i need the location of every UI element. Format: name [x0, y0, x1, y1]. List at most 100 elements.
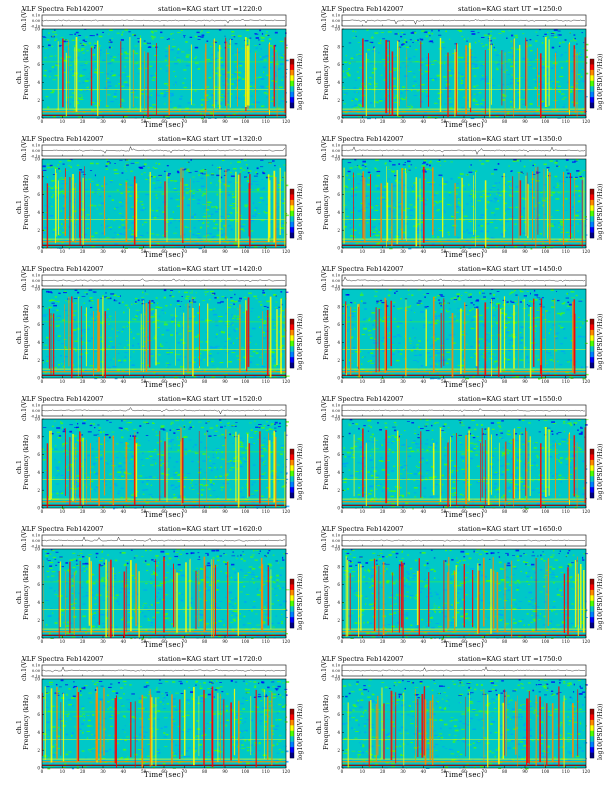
- title-prefix: VLF Spectra Feb142007: [322, 655, 404, 663]
- colorbar-label: log10(PSD(V²/Hz)): [297, 573, 304, 630]
- y-tick-label: 0: [37, 506, 40, 511]
- title-prefix: VLF Spectra Feb142007: [22, 5, 104, 13]
- top-y-tick-label: 0.00: [32, 279, 41, 283]
- channel-y-label: ch.1: [15, 69, 23, 84]
- x-axis-label: Time (sec): [443, 251, 485, 259]
- x-tick-label: 30: [100, 639, 106, 644]
- x-tick-label: 120: [582, 119, 590, 124]
- x-tick-label: 70: [482, 509, 488, 514]
- x-tick-label: 80: [202, 379, 208, 384]
- y-tick-label: 2: [37, 98, 40, 103]
- title-station: station=KAG start UT =1650:0: [458, 525, 562, 533]
- x-tick-label: 80: [202, 769, 208, 774]
- x-tick-label: 40: [421, 769, 427, 774]
- frequency-y-label: Frequency (kHz): [322, 694, 330, 750]
- waveform-y-label: ch.1(V): [321, 659, 328, 681]
- frequency-y-label: Frequency (kHz): [322, 304, 330, 360]
- top-y-tick-label: 0.00: [32, 669, 41, 673]
- y-tick-label: 2: [337, 618, 340, 623]
- x-tick-label: 0: [41, 769, 44, 774]
- y-tick-label: 0: [337, 506, 340, 511]
- y-tick-label: 4: [337, 730, 340, 735]
- y-tick-label: 0: [37, 636, 40, 641]
- x-tick-label: 0: [41, 639, 44, 644]
- top-y-tick-label: -0.10: [31, 415, 41, 419]
- x-tick-label: 50: [141, 769, 147, 774]
- x-tick-label: 100: [241, 509, 249, 514]
- x-tick-label: 90: [522, 639, 528, 644]
- spectrogram-texture: [42, 29, 289, 120]
- x-tick-label: 100: [541, 639, 549, 644]
- x-tick-label: 20: [380, 639, 386, 644]
- top-y-tick-label: -0.10: [31, 155, 41, 159]
- spectrogram-background: [342, 159, 586, 248]
- colorbar-label: log10(PSD(V²/Hz)): [597, 183, 604, 240]
- x-tick-label: 60: [461, 769, 467, 774]
- y-tick-label: 8: [337, 564, 340, 569]
- waveform-trace: [41, 278, 286, 283]
- top-y-tick-label: 0.10: [332, 534, 341, 538]
- x-tick-label: 30: [100, 379, 106, 384]
- top-y-tick-label: -0.10: [331, 25, 341, 29]
- x-tick-label: 90: [522, 379, 528, 384]
- y-tick-label: 4: [37, 210, 40, 215]
- y-tick-label: 4: [337, 80, 340, 85]
- x-tick-label: 110: [562, 249, 570, 254]
- x-tick-label: 60: [461, 509, 467, 514]
- x-tick-label: 0: [41, 119, 44, 124]
- y-tick-label: 10: [35, 157, 41, 162]
- title-prefix: VLF Spectra Feb142007: [22, 135, 104, 143]
- y-tick-label: 10: [35, 547, 41, 552]
- y-tick-label: 2: [337, 228, 340, 233]
- x-tick-label: 110: [562, 379, 570, 384]
- x-tick-label: 20: [380, 249, 386, 254]
- x-tick-label: 10: [360, 119, 366, 124]
- x-tick-label: 60: [461, 639, 467, 644]
- waveform-trace: [341, 666, 585, 672]
- y-tick-label: 10: [335, 417, 341, 422]
- top-y-tick-label: 0.00: [332, 669, 341, 673]
- waveform-trace: [341, 539, 586, 542]
- panel-title: VLF Spectra Feb142007 station=KAG start U…: [318, 394, 612, 404]
- waveform-y-label: ch.1(V): [321, 139, 328, 161]
- y-tick-label: 6: [37, 582, 40, 587]
- x-tick-label: 20: [380, 119, 386, 124]
- channel-y-label: ch.1: [315, 69, 323, 84]
- x-tick-label: 90: [522, 119, 528, 124]
- top-y-tick-label: 0.00: [332, 409, 341, 413]
- x-tick-label: 80: [502, 379, 508, 384]
- x-tick-label: 40: [421, 119, 427, 124]
- waveform-y-label: ch.1(V): [21, 139, 28, 161]
- frequency-y-label: Frequency (kHz): [22, 434, 30, 490]
- y-tick-label: 4: [37, 730, 40, 735]
- x-tick-label: 30: [100, 509, 106, 514]
- x-tick-label: 10: [360, 769, 366, 774]
- title-prefix: VLF Spectra Feb142007: [22, 655, 104, 663]
- y-tick-label: 4: [37, 600, 40, 605]
- x-tick-label: 120: [282, 639, 290, 644]
- y-tick-label: 4: [37, 470, 40, 475]
- colorbar-label: log10(PSD(V²/Hz)): [297, 443, 304, 500]
- spectrogram-panel: VLF Spectra Feb142007 station=KAG start U…: [315, 134, 612, 260]
- x-tick-label: 100: [541, 119, 549, 124]
- colorbar: [589, 58, 595, 109]
- x-tick-label: 40: [421, 379, 427, 384]
- x-tick-label: 110: [262, 119, 270, 124]
- x-tick-label: 70: [482, 379, 488, 384]
- top-y-tick-label: 0.10: [332, 404, 341, 408]
- y-tick-label: 6: [337, 62, 340, 67]
- y-tick-label: 0: [337, 246, 340, 251]
- x-tick-label: 80: [502, 249, 508, 254]
- y-tick-label: 6: [37, 62, 40, 67]
- top-y-tick-label: 0.00: [332, 279, 341, 283]
- channel-y-label: ch.1: [315, 719, 323, 734]
- title-prefix: VLF Spectra Feb142007: [22, 265, 104, 273]
- x-tick-label: 10: [360, 379, 366, 384]
- waveform-y-label: ch.1(V): [21, 529, 28, 551]
- title-station: station=KAG start UT =1450:0: [458, 265, 562, 273]
- x-tick-label: 110: [262, 379, 270, 384]
- x-tick-label: 30: [100, 119, 106, 124]
